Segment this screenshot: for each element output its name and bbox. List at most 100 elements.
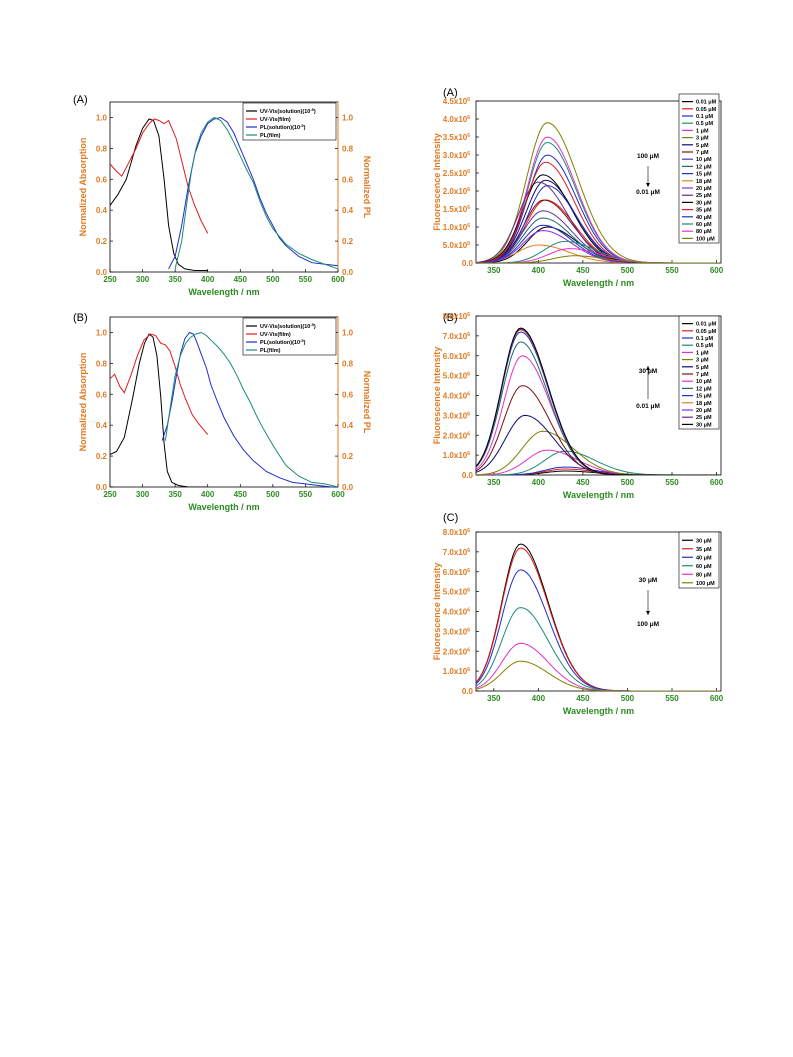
legend-entry: 18 μM xyxy=(696,401,712,407)
series-line-13 xyxy=(476,181,720,263)
y-tick-label: 8.0x106 xyxy=(443,528,470,537)
y2-tick-label: 0.6 xyxy=(342,175,354,184)
legend-entry: 1 μM xyxy=(696,350,709,356)
panel-label: (A) xyxy=(73,94,88,106)
legend-entry: 5 μM xyxy=(696,365,709,371)
annotation-bottom: 0.01 μM xyxy=(636,189,660,196)
panel-label: (A) xyxy=(443,87,458,99)
legend-entry: 15 μM xyxy=(696,394,712,400)
legend-entry: UV-Vis(solution)(10-5) xyxy=(260,322,316,330)
y-tick-label: 0.8 xyxy=(96,144,108,153)
chart-f3: (C) 350 400 450 500 550 600 Wavelength / nm 0.0 1… xyxy=(432,512,724,716)
series-line-4 xyxy=(476,642,720,691)
y-tick-label: 1.0x106 xyxy=(443,667,470,676)
y-tick-label: 0.2 xyxy=(96,237,108,246)
x-axis-label: Wavelength / nm xyxy=(563,706,634,716)
series-line-15 xyxy=(476,161,720,263)
x-tick-label: 400 xyxy=(201,275,215,284)
y-tick-label: 7.0x106 xyxy=(443,332,470,341)
annotation-top: 100 μM xyxy=(637,153,659,160)
x-tick-label: 450 xyxy=(576,694,590,703)
plot-frame xyxy=(475,100,722,264)
series-line-10 xyxy=(476,224,720,263)
legend: UV-Vis(solution)(10-5) UV-Vis(film)PL(sol… xyxy=(242,102,337,141)
legend-entry: 0.5 μM xyxy=(696,121,714,127)
y2-tick-label: 0.8 xyxy=(342,144,354,153)
legend-entry: 3 μM xyxy=(696,358,709,364)
x-tick-label: 350 xyxy=(487,694,501,703)
series-line-1 xyxy=(110,118,209,234)
y-tick-label: 1.0x106 xyxy=(443,451,470,460)
legend-entry: 35 μM xyxy=(696,208,712,214)
legend-entry: 30 μM xyxy=(696,538,712,544)
legend: 0.01 μM0.05 μM0.1 μM0.5 μM1 μM 3 μM5 μM7 … xyxy=(678,315,720,430)
legend-entry: 12 μM xyxy=(696,386,712,392)
legend-entry: 12 μM xyxy=(696,164,712,170)
series-line-17 xyxy=(476,240,720,263)
x-tick-label: 450 xyxy=(234,275,248,284)
x-tick-label: 500 xyxy=(266,490,280,499)
series-group xyxy=(476,122,720,263)
y-tick-label: 1.0 xyxy=(96,113,108,122)
legend-entry: 7 μM xyxy=(696,150,709,156)
x-tick-label: 300 xyxy=(136,275,150,284)
x-tick-label: 500 xyxy=(266,275,280,284)
y2-tick-label: 0.4 xyxy=(342,421,354,430)
legend-entry: 10 μM xyxy=(696,379,712,385)
x-tick-label: 550 xyxy=(299,275,313,284)
legend-entry: 25 μM xyxy=(696,415,712,421)
y2-tick-label: 0.6 xyxy=(342,390,354,399)
x-axis-label: Wavelength / nm xyxy=(563,278,634,288)
y-tick-label: 0.0 xyxy=(462,259,474,268)
series-line-3 xyxy=(164,331,338,487)
series-group xyxy=(110,331,338,487)
x-tick-label: 400 xyxy=(532,266,546,275)
legend: UV-Vis(solution)(10-5) UV-Vis(film)PL(sol… xyxy=(242,317,337,356)
y-tick-label: 3.0x106 xyxy=(443,411,470,420)
y-tick-label: 6.0x106 xyxy=(443,568,470,577)
y-tick-label: 4.0x106 xyxy=(443,392,470,401)
legend-entry: 3 μM xyxy=(696,136,709,142)
y-tick-label: 3.0x106 xyxy=(443,627,470,636)
series-line-8 xyxy=(476,210,720,263)
legend-entry: 0.01 μM xyxy=(696,100,717,106)
x-tick-label: 500 xyxy=(621,694,635,703)
legend-entry: 7 μM xyxy=(696,372,709,378)
x-tick-label: 600 xyxy=(710,478,724,487)
y2-tick-label: 0.2 xyxy=(342,452,354,461)
x-tick-label: 550 xyxy=(665,266,679,275)
x-axis-label: Wavelength / nm xyxy=(563,490,634,500)
legend-box xyxy=(242,317,337,356)
legend-box xyxy=(678,531,720,589)
x-tick-label: 450 xyxy=(576,266,590,275)
annotation-arrow-head xyxy=(646,183,650,187)
series-line-19 xyxy=(476,255,720,263)
legend-entry: 30 μM xyxy=(696,422,712,428)
x-tick-label: 550 xyxy=(665,478,679,487)
x-tick-label: 500 xyxy=(621,266,635,275)
series-group xyxy=(476,327,720,475)
legend-box xyxy=(242,102,337,141)
series-line-0 xyxy=(110,333,208,487)
y-tick-label: 4.5x106 xyxy=(443,97,470,106)
annotation-arrow-head xyxy=(646,366,650,370)
series-line-14 xyxy=(476,174,720,263)
legend-entry: UV-Vis(film) xyxy=(260,117,291,123)
legend-entry: 18 μM xyxy=(696,179,712,185)
x-tick-label: 450 xyxy=(576,478,590,487)
legend-entry: 60 μM xyxy=(696,222,712,228)
legend-entry: PL(solution)(10-5) xyxy=(260,338,306,346)
x-tick-label: 350 xyxy=(487,266,501,275)
y2-axis-label: Normalized PL xyxy=(362,371,372,434)
series-line-11 xyxy=(476,244,720,263)
chart-l2: (B) 250 300 350 400 450 500 550 600 Wavelength / … xyxy=(73,312,372,512)
y-tick-label: 0.0 xyxy=(96,268,108,277)
legend: 0.01 μM0.05 μM0.1 μM0.5 μM1 μM 3 μM5 μM7 … xyxy=(678,93,720,244)
y-axis-label: Fluorescence Intensity xyxy=(432,133,442,231)
legend-entry: PL(solution)(10-5) xyxy=(260,123,306,131)
y-tick-label: 2.0x106 xyxy=(443,431,470,440)
annotation-bottom: 100 μM xyxy=(637,621,659,628)
legend-entry: 0.01 μM xyxy=(696,322,717,328)
y-tick-label: 1.5x106 xyxy=(443,205,470,214)
